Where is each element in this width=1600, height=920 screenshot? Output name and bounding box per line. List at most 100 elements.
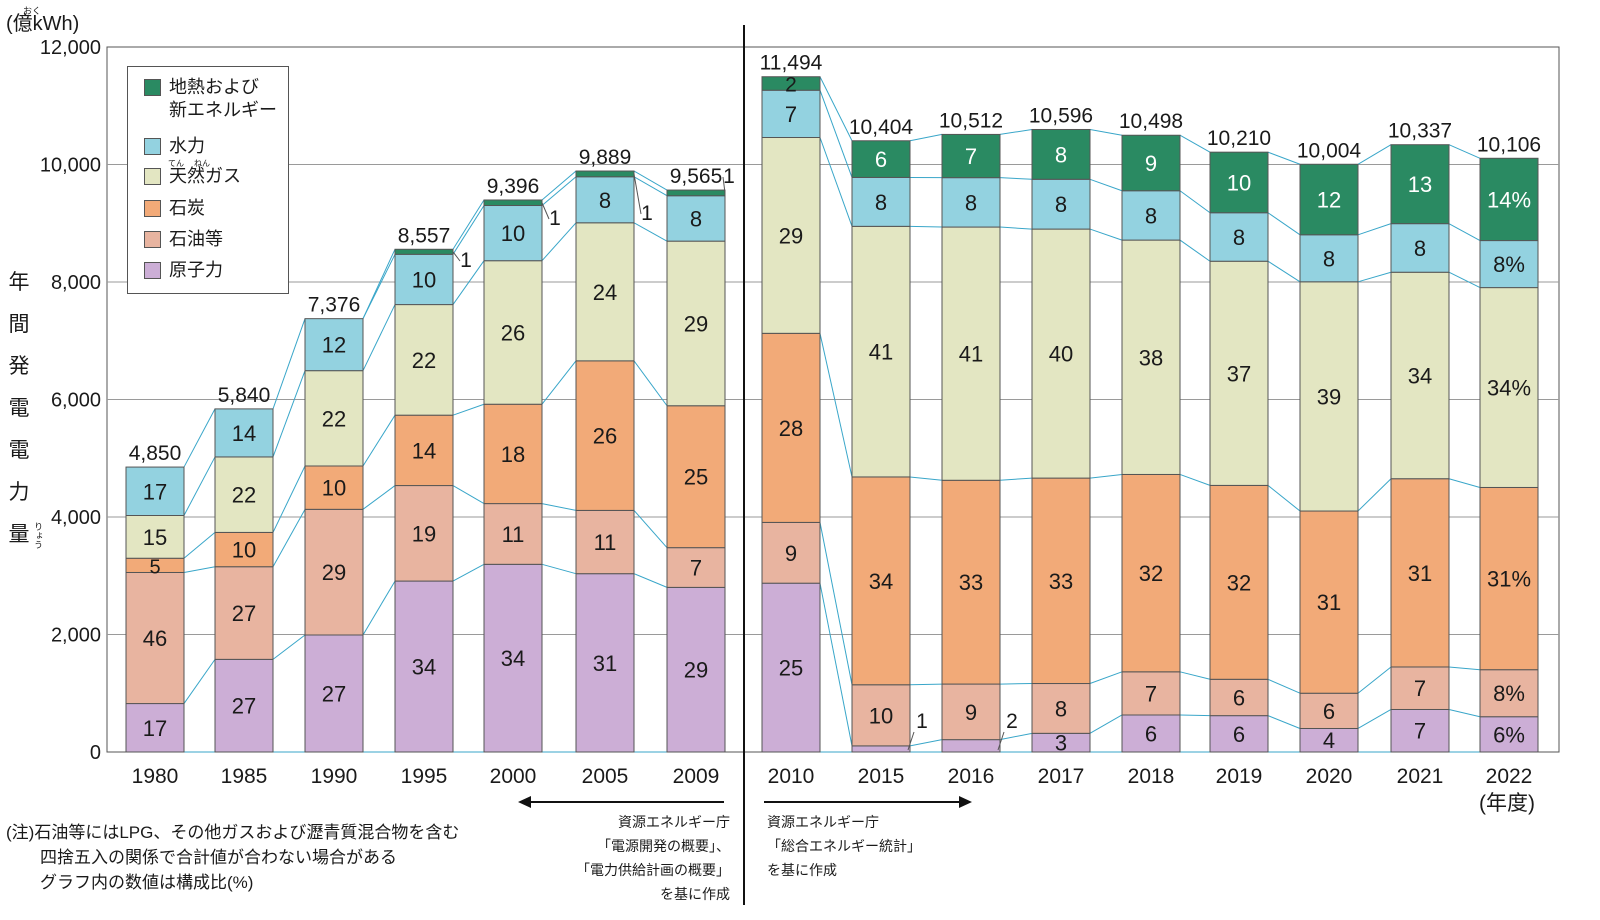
- segment-label-oil: 27: [232, 601, 256, 626]
- bar-segment-gas: [394, 304, 454, 416]
- footnote-line: (注)石油等にはLPG、その他ガスおよび瀝青質混合物を含む: [6, 823, 460, 842]
- connector-line: [1357, 478, 1392, 512]
- connector-line: [819, 137, 853, 227]
- connector-line: [1089, 178, 1123, 192]
- total-label: 10,004: [1297, 139, 1362, 162]
- segment-label-gas: 40: [1049, 342, 1073, 367]
- segment-label-hydro: 8: [965, 190, 977, 215]
- footnote-line: グラフ内の数値は構成比(%): [6, 873, 254, 892]
- bar-segment-hydro: [1390, 223, 1450, 273]
- connector-line: [272, 370, 306, 458]
- segment-label-oil: 9: [785, 541, 797, 566]
- segment-label-gas: 15: [143, 525, 167, 550]
- connector-line: [1448, 478, 1481, 488]
- total-label: 9,565: [670, 165, 723, 188]
- x-tick-label: 2015: [858, 765, 905, 788]
- bar-segment-renew: [851, 140, 911, 178]
- legend-swatch-oil: [144, 231, 161, 248]
- total-label: 10,498: [1119, 110, 1183, 133]
- bar-segment-coal: [1299, 510, 1359, 694]
- y-tick-label: 8,000: [51, 272, 101, 294]
- legend-item-renewable: 地熱および 新エネルギー: [144, 76, 277, 122]
- segment-label-oil: 9: [965, 700, 977, 725]
- bar-segment-hydro: [1299, 234, 1359, 283]
- segment-label-gas: 22: [232, 483, 256, 508]
- bar-segment-oil: [1390, 666, 1450, 710]
- connector-line: [1357, 223, 1392, 236]
- segment-label-nuclear: 6: [1233, 722, 1245, 747]
- y-axis-title-char: 発: [8, 355, 30, 378]
- connector-line: [1179, 671, 1211, 680]
- bar-segment-renew: [1121, 134, 1181, 192]
- bar-segment-hydro: [1031, 178, 1091, 230]
- connector-line: [633, 176, 668, 197]
- bar-segment-gas: [1390, 271, 1450, 480]
- legend-label-oil: 石油等: [169, 229, 223, 249]
- bar-segment-coal: [394, 414, 454, 487]
- connector-line: [999, 177, 1033, 180]
- bar-segment-coal: [761, 332, 821, 523]
- segment-label-renew: 12: [1317, 188, 1341, 213]
- bar-segment-nuclear: [483, 563, 543, 753]
- bar-segment-hydro: [394, 253, 454, 306]
- total-label: 10,404: [849, 116, 914, 139]
- y-axis-unit: (億kWh): [6, 13, 80, 35]
- y-axis-title-char: 年: [8, 271, 30, 294]
- bar-segment-hydro: [941, 177, 1001, 228]
- bar-segment-renew: [483, 199, 543, 207]
- connector-line: [1179, 714, 1211, 717]
- segment-label-nuclear: 6: [1145, 721, 1157, 746]
- segment-label-hydro: 10: [501, 221, 525, 246]
- segment-label-gas: 24: [593, 280, 617, 305]
- connector-line: [452, 199, 485, 250]
- bar-segment-oil: [125, 571, 185, 705]
- connector-line: [1448, 144, 1481, 159]
- segment-label-coal: 10: [232, 538, 256, 563]
- segment-label-coal: 33: [1049, 569, 1073, 594]
- connector-line: [633, 170, 668, 191]
- bar-segment-renew: [1209, 151, 1269, 214]
- bar-segment-gas: [1479, 287, 1539, 488]
- connector-line: [541, 503, 577, 511]
- connector-line: [819, 333, 853, 478]
- connector-line: [909, 476, 943, 481]
- segment-label-nuclear: 34: [412, 655, 436, 680]
- bar-segment-nuclear: [214, 658, 274, 753]
- legend-swatch-hydro: [144, 138, 161, 155]
- bar-segment-coal: [575, 360, 635, 511]
- x-tick-label: 2019: [1216, 765, 1263, 788]
- connector-line: [1448, 666, 1481, 671]
- source-line: 「電力供給計画の概要」: [576, 862, 730, 878]
- bar-segment-hydro: [214, 408, 274, 458]
- segment-label-nuclear: 25: [779, 656, 803, 681]
- legend-swatch-nuclear: [144, 262, 161, 279]
- bar-segment-hydro: [483, 205, 543, 262]
- connector-line: [272, 634, 306, 660]
- legend-swatch-coal: [144, 200, 161, 217]
- leader-line: [633, 173, 642, 215]
- connector-line: [819, 90, 853, 178]
- segment-label-coal: 26: [593, 424, 617, 449]
- connector-line: [633, 510, 668, 548]
- segment-label-renew: 10: [1227, 170, 1251, 195]
- bar-segment-gas: [761, 137, 821, 334]
- segment-label-hydro: 8: [690, 206, 702, 231]
- bar-segment-coal: [1031, 477, 1091, 685]
- segment-label-hydro: 8: [1233, 225, 1245, 250]
- segment-label-oil: 6: [1323, 699, 1335, 724]
- bar-segment-hydro: [1479, 240, 1539, 289]
- bar-segment-renew: [575, 170, 635, 178]
- connector-line: [633, 573, 668, 588]
- segment-label-hydro: 8: [599, 188, 611, 213]
- y-axis-title-char: 電: [8, 439, 30, 462]
- connector-line: [362, 414, 396, 467]
- segment-label-oil: 6: [1233, 685, 1245, 710]
- connector-line: [452, 403, 485, 416]
- bar-segment-gas: [1121, 239, 1181, 475]
- bar-segment-coal: [851, 476, 911, 686]
- segment-label-hydro: 8: [1323, 246, 1335, 271]
- total-label: 10,210: [1207, 127, 1271, 150]
- connector-line: [1089, 671, 1123, 684]
- connector-line: [272, 318, 306, 410]
